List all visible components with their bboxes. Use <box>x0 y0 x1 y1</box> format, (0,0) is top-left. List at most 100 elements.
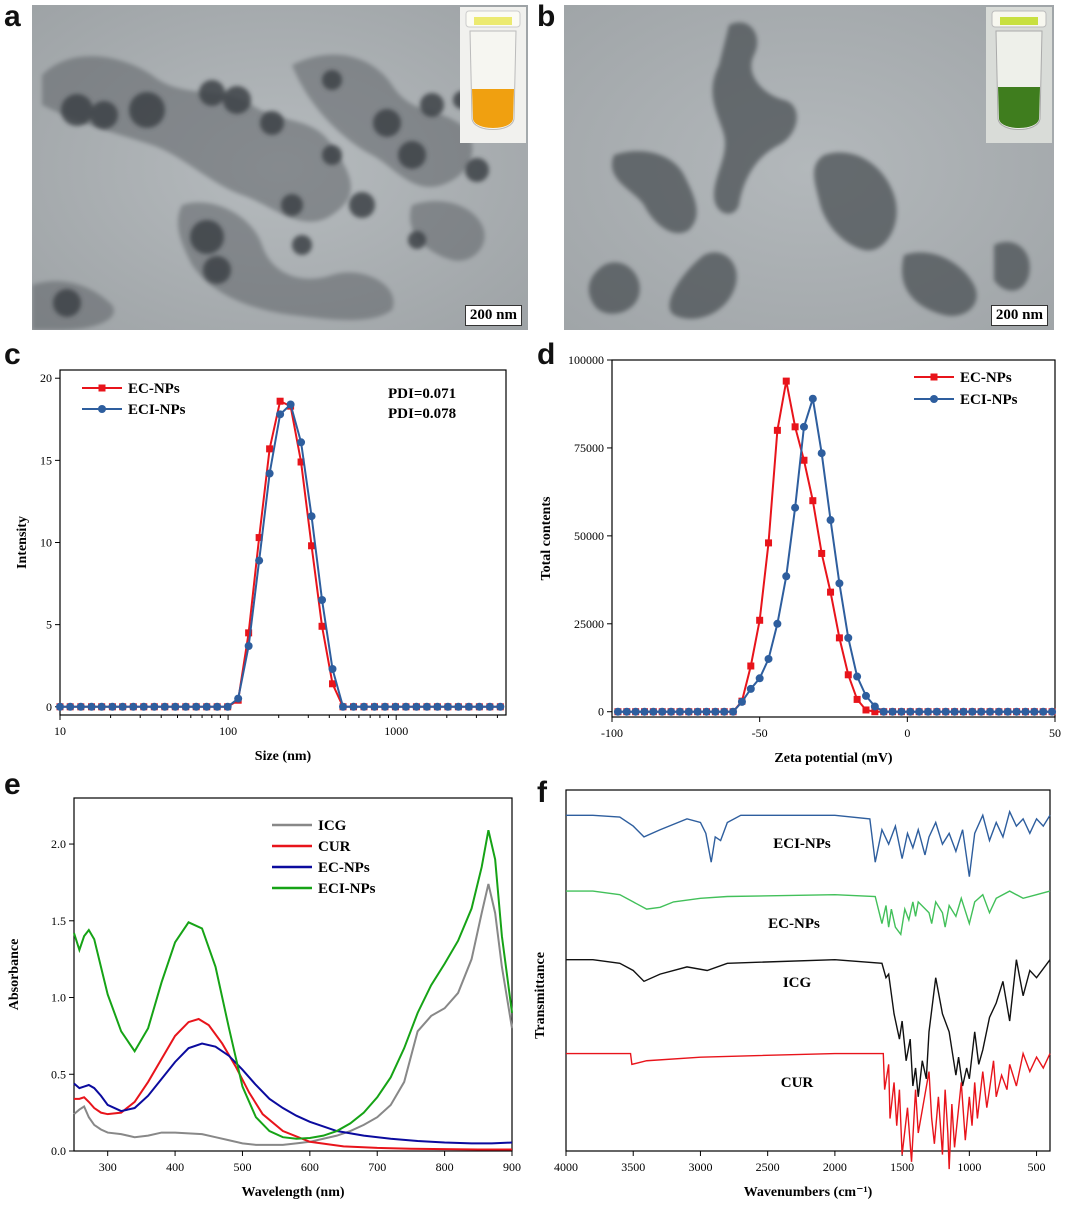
data-point-ECI-NPs <box>276 410 285 419</box>
data-point-ECI-NPs <box>835 579 844 588</box>
data-point-ECI-NPs <box>234 694 243 703</box>
data-point-ECI-NPs <box>485 702 494 711</box>
data-point-ECI-NPs <box>924 707 933 716</box>
x-tick-label: 700 <box>368 1160 386 1174</box>
series-line-ECI-NPs <box>73 830 513 1140</box>
data-point-ECI-NPs <box>906 707 915 716</box>
data-point-ECI-NPs <box>791 503 800 512</box>
data-point-ECI-NPs <box>359 702 368 711</box>
data-point-ECI-NPs <box>56 702 64 711</box>
data-point-ECI-NPs <box>76 702 85 711</box>
data-point-ECI-NPs <box>675 707 684 716</box>
y-tick-label: 5 <box>46 618 52 632</box>
chart-c-size-distribution: 10 100 1000 0 5 10 15 20 Size (nm) Intensity EC-NP… <box>15 369 507 764</box>
chart-d-zeta-potential: -100 -50 0 50 0 25000 50000 75000 100000 Zeta pot… <box>539 353 1061 766</box>
y-tick-label: 25000 <box>574 617 604 631</box>
vial-liquid-b <box>998 87 1040 128</box>
data-point-ECI-NPs <box>391 702 400 711</box>
spectrum-label-EC-NPs: EC-NPs <box>768 916 820 932</box>
data-point-ECI-NPs <box>702 707 711 716</box>
series-line-ECI-NPs <box>617 398 1053 713</box>
x-tick-label: -50 <box>752 726 768 740</box>
data-point-ECI-NPs <box>667 707 676 716</box>
series-line-ICG <box>73 883 513 1146</box>
y-axis-label: Intensity <box>15 516 30 569</box>
data-point-ECI-NPs <box>97 702 106 711</box>
data-point-ECI-NPs <box>454 702 463 711</box>
data-point-ECI-NPs <box>286 400 295 409</box>
data-point-ECI-NPs <box>87 702 96 711</box>
data-point-ECI-NPs <box>861 691 870 700</box>
x-tick-label: 3500 <box>621 1160 645 1174</box>
panel-letter-a: a <box>4 0 21 33</box>
data-point-ECI-NPs <box>443 702 452 711</box>
y-axis-label: Absorbance <box>7 939 22 1011</box>
x-tick-label: -100 <box>601 726 623 740</box>
data-point-EC-NPs <box>862 706 870 714</box>
data-point-EC-NPs <box>318 622 326 630</box>
tem-particles-b <box>564 5 1054 330</box>
legend-label-CUR: CUR <box>318 839 351 855</box>
data-point-EC-NPs <box>818 549 826 557</box>
y-tick-label: 15 <box>40 453 52 467</box>
data-point-ECI-NPs <box>711 707 720 716</box>
data-point-ECI-NPs <box>684 707 693 716</box>
data-point-ECI-NPs <box>622 707 631 716</box>
data-point-ECI-NPs <box>496 702 505 711</box>
y-tick-label: 0 <box>598 705 604 719</box>
data-point-ECI-NPs <box>339 702 348 711</box>
data-point-ECI-NPs <box>422 702 431 711</box>
data-point-ECI-NPs <box>631 707 640 716</box>
data-point-ECI-NPs <box>853 672 862 681</box>
y-tick-label: 10 <box>40 536 52 550</box>
spectrum-label-CUR: CUR <box>781 1075 814 1091</box>
plot-frame <box>73 797 513 1152</box>
data-point-ECI-NPs <box>192 702 201 711</box>
data-point-ECI-NPs <box>799 422 808 431</box>
data-point-ECI-NPs <box>879 707 888 716</box>
data-point-ECI-NPs <box>755 674 764 683</box>
tem-image-b: 200 nm <box>564 5 1054 330</box>
data-point-ECI-NPs <box>349 702 358 711</box>
data-point-ECI-NPs <box>1039 707 1048 716</box>
tem-image-a: 200 nm <box>32 5 528 330</box>
spectrum-line-ECI-NPs <box>566 809 1051 877</box>
data-point-ECI-NPs <box>1021 707 1030 716</box>
data-point-ECI-NPs <box>370 702 379 711</box>
data-point-ECI-NPs <box>255 556 264 565</box>
data-point-ECI-NPs <box>649 707 658 716</box>
x-tick-label: 500 <box>233 1160 251 1174</box>
x-tick-label: 100 <box>219 724 237 738</box>
data-point-ECI-NPs <box>613 707 622 716</box>
data-point-ECI-NPs <box>941 707 950 716</box>
data-point-ECI-NPs <box>401 702 410 711</box>
data-point-EC-NPs <box>791 423 799 431</box>
series-line-EC-NPs <box>73 1042 513 1145</box>
y-tick-label: 0 <box>46 700 52 714</box>
data-point-ECI-NPs <box>129 702 138 711</box>
data-point-ECI-NPs <box>720 707 729 716</box>
x-tick-label: 300 <box>99 1160 117 1174</box>
y-tick-label: 1.5 <box>51 914 66 928</box>
data-point-ECI-NPs <box>297 438 306 447</box>
data-point-ECI-NPs <box>171 702 180 711</box>
data-point-EC-NPs <box>297 458 305 466</box>
data-point-ECI-NPs <box>658 707 667 716</box>
legend-label-EC-NPs: EC-NPs <box>128 381 180 397</box>
spectrum-line-ICG <box>566 958 1051 1097</box>
y-tick-label: 100000 <box>568 353 604 367</box>
scale-bar-b: 200 nm <box>990 305 1048 326</box>
data-point-ECI-NPs <box>764 654 773 663</box>
data-point-ECI-NPs <box>160 702 169 711</box>
x-tick-label: 400 <box>166 1160 184 1174</box>
legend-label-ICG: ICG <box>318 818 347 834</box>
data-point-ECI-NPs <box>968 707 977 716</box>
data-point-ECI-NPs <box>870 702 879 711</box>
annotation-pdi: PDI=0.071 <box>388 386 456 402</box>
x-axis-label: Wavenumbers (cm⁻¹) <box>744 1185 873 1200</box>
data-point-ECI-NPs <box>977 707 986 716</box>
y-axis-label: Total contents <box>539 496 554 580</box>
data-point-ECI-NPs <box>475 702 484 711</box>
series-line-ECI-NPs <box>60 402 501 708</box>
data-point-ECI-NPs <box>181 702 190 711</box>
